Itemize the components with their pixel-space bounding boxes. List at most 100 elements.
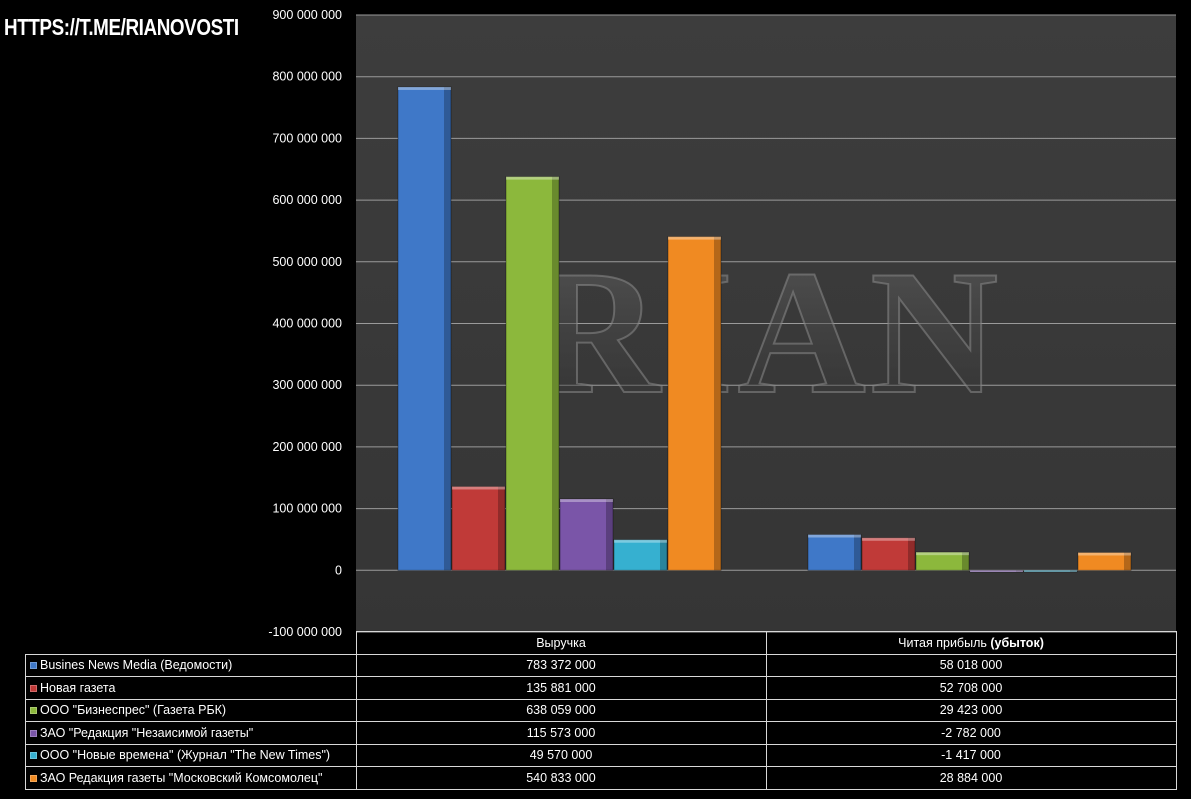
bar-chart: RIAN 900 000 000 800 000 000 700 000 000 60… <box>268 8 1176 639</box>
y-tick-label: 600 000 000 <box>272 193 342 207</box>
bar-shade <box>660 539 667 571</box>
bar-body <box>1023 569 1078 573</box>
bar-body <box>559 498 614 571</box>
category-label: Выручка <box>536 635 586 650</box>
series-name-cell: ООО "Бизнеспрес" (Газета РБК) <box>25 698 357 722</box>
rian-logo-watermark: RIAN <box>532 233 1003 431</box>
value-cell: 638 059 000 <box>355 698 767 722</box>
value-cell: 49 570 000 <box>355 743 767 767</box>
channel-link-watermark: HTTPS://T.ME/RIANOVOSTI <box>4 14 239 40</box>
bar-highlight <box>398 86 451 90</box>
table-row: Новая газета 135 881 000 52 708 000 <box>25 676 1177 700</box>
bar-body <box>505 176 560 571</box>
series-name: ООО "Новые времена" (Журнал "The New Tim… <box>40 748 331 763</box>
bar-shade <box>854 534 861 571</box>
y-tick-label: 400 000 000 <box>272 317 342 331</box>
bar-highlight <box>1078 552 1131 556</box>
bar <box>861 537 916 571</box>
bar-body <box>397 86 452 571</box>
legend-key <box>30 774 37 782</box>
bar-highlight <box>1024 570 1077 572</box>
y-tick-label: 900 000 000 <box>272 8 342 22</box>
value-cell: 28 884 000 <box>765 766 1177 790</box>
y-tick-label: 200 000 000 <box>272 440 342 454</box>
table-row: ООО "Бизнеспрес" (Газета РБК) 638 059 000… <box>25 698 1177 722</box>
series-name-cell: ЗАО Редакция газеты "Московский Комсомол… <box>25 766 357 790</box>
value-cell: 115 573 000 <box>355 721 767 745</box>
bar <box>397 86 452 571</box>
series-name-cell: Busines News Media (Ведомости) <box>25 653 357 677</box>
bar-body <box>969 569 1024 573</box>
bar-body <box>861 537 916 571</box>
bar-body <box>1077 551 1132 571</box>
legend-key <box>30 684 37 692</box>
bar <box>915 551 970 571</box>
bar-highlight <box>916 552 969 556</box>
bar-highlight <box>614 539 667 543</box>
bar-shade <box>444 86 451 571</box>
bar-shade <box>714 236 721 571</box>
table-corner <box>26 632 357 655</box>
bar <box>667 236 722 571</box>
bar <box>559 498 614 571</box>
bar-body <box>667 236 722 571</box>
table-row: ЗАО Редакция газеты "Московский Комсомол… <box>25 766 1177 790</box>
y-tick-label: 700 000 000 <box>272 131 342 145</box>
table-row: Busines News Media (Ведомости) 783 372 00… <box>25 653 1177 677</box>
bar-highlight <box>668 236 721 240</box>
series-name: Busines News Media (Ведомости) <box>40 658 233 673</box>
bar-shade <box>908 537 915 571</box>
bar <box>451 485 506 571</box>
table-header-row: Выручка Читая прибыль (убыток) <box>26 631 1177 655</box>
series-name: ООО "Бизнеспрес" (Газета РБК) <box>40 703 227 718</box>
category-label: Читая прибыль <box>898 635 991 650</box>
bar-body <box>915 551 970 571</box>
bar <box>969 569 1024 573</box>
legend-key <box>30 729 37 737</box>
bar-highlight <box>452 486 505 490</box>
series-name-cell: ЗАО "Редакция "Незаисимой газеты" <box>25 721 357 745</box>
bar-body <box>807 534 862 571</box>
bar-highlight <box>862 537 915 541</box>
series-name-cell: ООО "Новые времена" (Журнал "The New Tim… <box>25 743 357 767</box>
value-cell: -2 782 000 <box>765 721 1177 745</box>
legend-key <box>30 662 37 670</box>
table-row: ЗАО "Редакция "Незаисимой газеты" 115 573… <box>25 721 1177 745</box>
bar-shade <box>1124 552 1131 571</box>
y-tick-label: 0 <box>335 563 342 577</box>
bar-body <box>613 539 668 571</box>
bars <box>397 86 1132 573</box>
y-tick-label: 300 000 000 <box>272 378 342 392</box>
bar-shade <box>552 176 559 571</box>
bar-highlight <box>808 534 861 538</box>
y-tick-label: 100 000 000 <box>272 502 342 516</box>
value-cell: 783 372 000 <box>355 653 767 677</box>
category-header: Читая прибыль (убыток) <box>765 631 1177 655</box>
series-name: ЗАО Редакция газеты "Московский Комсомол… <box>40 770 323 785</box>
value-cell: 135 881 000 <box>355 676 767 700</box>
bar-shade <box>1070 570 1077 572</box>
bar <box>1077 551 1132 571</box>
y-tick-label: 500 000 000 <box>272 255 342 269</box>
value-cell: 540 833 000 <box>355 766 767 790</box>
legend-key <box>30 752 37 760</box>
bar-shade <box>1016 570 1023 573</box>
legend-key <box>30 707 37 715</box>
y-axis-ticks: 900 000 000 800 000 000 700 000 000 600 000… <box>268 8 342 639</box>
bar <box>1023 569 1078 573</box>
series-name-cell: Новая газета <box>25 676 357 700</box>
bar <box>505 176 560 571</box>
series-name: Новая газета <box>40 680 116 695</box>
bar-body <box>451 485 506 571</box>
y-tick-label: 800 000 000 <box>272 70 342 84</box>
value-cell: 29 423 000 <box>765 698 1177 722</box>
series-name: ЗАО "Редакция "Незаисимой газеты" <box>40 725 254 740</box>
value-cell: 52 708 000 <box>765 676 1177 700</box>
y-tick-label: -100 000 000 <box>268 625 342 639</box>
bar-shade <box>498 486 505 571</box>
bar-highlight <box>970 570 1023 573</box>
bar <box>807 534 862 571</box>
table-row: ООО "Новые времена" (Журнал "The New Tim… <box>25 743 1177 767</box>
bar-highlight <box>560 498 613 502</box>
value-cell: 58 018 000 <box>765 653 1177 677</box>
